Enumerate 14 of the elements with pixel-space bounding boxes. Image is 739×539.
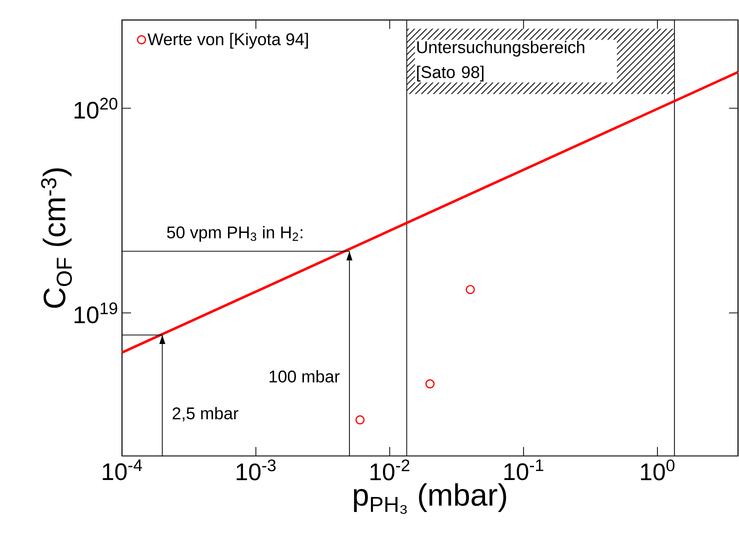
annotation: 2,5 mbar: [172, 406, 238, 422]
y-axis-title: C$_{OF}$ (cm$^{-3}$): [41, 168, 72, 308]
x-axis-title: p$_{PH₃}$ (mbar): [354, 483, 506, 514]
legend-label: Werte von [Kiyota 94]: [148, 32, 308, 49]
x-tick-label: 10$^{0}$: [641, 459, 674, 480]
x-tick-label: 10$^{-4}$: [102, 459, 142, 480]
x-tick-label: 10$^{-2}$: [370, 459, 410, 480]
annotation: 100 mbar: [270, 370, 340, 383]
y-tick-label: 10$^{19}$: [74, 302, 118, 324]
y-tick-label: 10$^{20}$: [74, 98, 118, 119]
x-tick-label: 10$^{-1}$: [504, 459, 544, 480]
annotation: Untersuchungsbereich [Sato 98]: [417, 40, 584, 82]
annotation: 50 vpm PH$_{3}$ in H$_{2}$:: [167, 226, 302, 242]
x-tick-label: 10$^{-3}$: [236, 459, 276, 480]
